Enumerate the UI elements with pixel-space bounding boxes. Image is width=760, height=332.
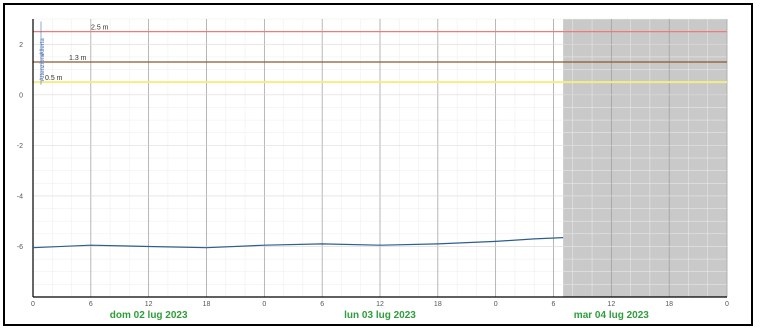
y-tick-label: -6 [17,244,23,251]
y-tick-label: 2 [19,42,23,49]
side-label: Attenzione [40,52,46,81]
x-tick-label: 12 [145,301,153,308]
x-tick-label: 0 [494,301,498,308]
threshold-label: 2.5 m [91,25,109,32]
day-label: lun 03 lug 2023 [344,310,416,321]
level-chart: 0 6 12 18 0 6 12 18 0 6 12 18 0 2 0 -2 -4 -6 dom 02 lug 20… [17,18,729,321]
x-tick-label: 6 [89,301,93,308]
y-tick-label: -2 [17,143,23,150]
x-tick-label: 12 [607,301,615,308]
x-tick-label: 12 [376,301,384,308]
x-tick-label: 0 [31,301,35,308]
x-tick-label: 18 [434,301,442,308]
side-label: Allerta [40,38,46,56]
x-tick-label: 18 [203,301,211,308]
chart-frame: 0 6 12 18 0 6 12 18 0 6 12 18 0 2 0 -2 -4 -6 dom 02 lug 20… [3,3,753,326]
y-tick-label: 0 [19,92,23,99]
threshold-label: 0.5 m [45,75,63,82]
day-label: mar 04 lug 2023 [574,310,649,321]
x-tick-label: 18 [665,301,673,308]
x-tick-label: 6 [552,301,556,308]
x-tick-label: 6 [320,301,324,308]
x-tick-label: 0 [262,301,266,308]
day-label: dom 02 lug 2023 [110,310,188,321]
y-tick-label: -4 [17,193,23,200]
x-tick-label: 0 [725,301,729,308]
threshold-label: 1.3 m [69,55,87,62]
level-series-line [32,237,564,249]
